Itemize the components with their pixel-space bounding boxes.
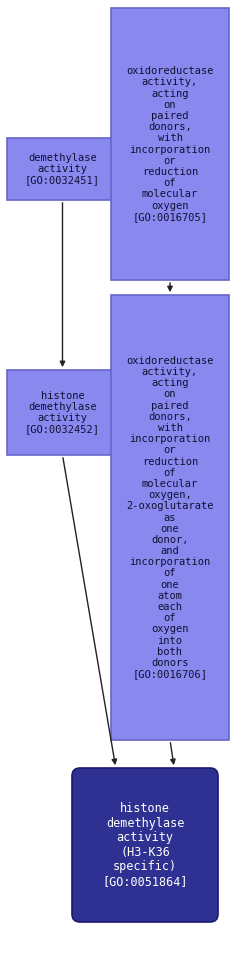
- FancyBboxPatch shape: [7, 370, 118, 455]
- FancyBboxPatch shape: [111, 8, 229, 280]
- Text: oxidoreductase
activity,
acting
on
paired
donors,
with
incorporation
or
reductio: oxidoreductase activity, acting on paire…: [126, 355, 214, 679]
- FancyBboxPatch shape: [72, 768, 218, 922]
- Text: histone
demethylase
activity
[GO:0032452]: histone demethylase activity [GO:0032452…: [25, 391, 100, 434]
- Text: histone
demethylase
activity
(H3-K36
specific)
[GO:0051864]: histone demethylase activity (H3-K36 spe…: [102, 802, 188, 888]
- FancyBboxPatch shape: [111, 295, 229, 740]
- FancyBboxPatch shape: [7, 138, 118, 200]
- Text: demethylase
activity
[GO:0032451]: demethylase activity [GO:0032451]: [25, 153, 100, 185]
- Text: oxidoreductase
activity,
acting
on
paired
donors,
with
incorporation
or
reductio: oxidoreductase activity, acting on paire…: [126, 66, 214, 221]
